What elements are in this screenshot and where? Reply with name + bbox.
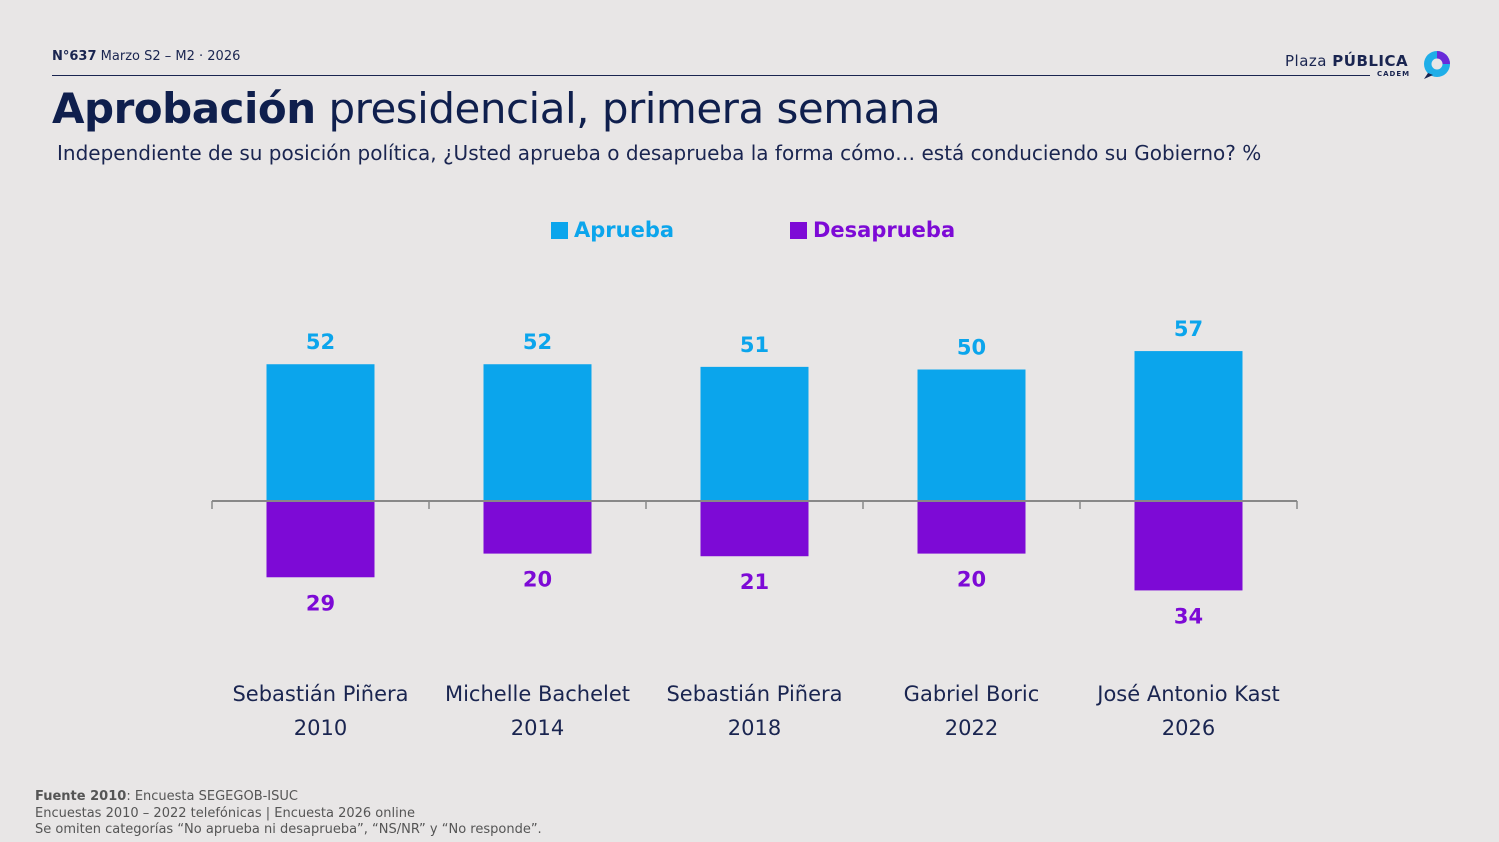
logo-light-text: Plaza xyxy=(1285,52,1327,70)
title-rest: presidencial, primera semana xyxy=(315,84,941,133)
category-label-name: Gabriel Boric xyxy=(904,682,1040,706)
bar-aprueba xyxy=(1134,351,1243,501)
data-label-aprueba: 50 xyxy=(957,336,986,360)
bar-desaprueba xyxy=(483,501,592,554)
bar-aprueba xyxy=(700,366,809,501)
bar-desaprueba xyxy=(266,501,375,578)
survey-question: Independiente de su posición política, ¿… xyxy=(57,141,1262,165)
footer-source: Fuente 2010: Encuesta SEGEGOB-ISUC xyxy=(35,789,298,804)
legend-swatch-desaprueba xyxy=(790,221,807,239)
page-title: Aprobación presidencial, primera semana xyxy=(52,84,941,133)
data-label-desaprueba: 29 xyxy=(306,591,335,615)
category-label-year: 2026 xyxy=(1162,716,1215,740)
title-bold: Aprobación xyxy=(52,84,316,133)
report-period: Marzo S2 – M2 · 2026 xyxy=(100,49,241,64)
bar-desaprueba xyxy=(1134,501,1243,591)
speech-bubble-logo-icon xyxy=(1424,51,1450,79)
category-label-year: 2018 xyxy=(728,716,781,740)
data-label-desaprueba: 20 xyxy=(957,568,986,592)
legend-label-desaprueba: Desaprueba xyxy=(813,218,956,242)
data-label-aprueba: 52 xyxy=(306,330,335,354)
report-meta: N°637 Marzo S2 – M2 · 2026 xyxy=(52,49,240,64)
data-label-aprueba: 51 xyxy=(740,333,769,357)
logo-sub-text: CADEM xyxy=(1377,70,1411,78)
category-label-year: 2014 xyxy=(511,716,564,740)
header-divider xyxy=(52,75,1370,76)
issue-number: N°637 xyxy=(52,49,97,64)
plaza-publica-logo: Plaza PÚBLICA CADEM xyxy=(1285,48,1455,84)
bar-aprueba xyxy=(266,364,375,501)
footer-notes: Fuente 2010: Encuesta SEGEGOB-ISUC Encue… xyxy=(35,789,542,839)
legend-label-aprueba: Aprueba xyxy=(574,218,675,242)
legend-swatch-aprueba xyxy=(551,221,568,239)
footer-omitted-note: Se omiten categorías “No aprueba ni desa… xyxy=(35,822,542,837)
bar-aprueba xyxy=(483,364,592,501)
bar-aprueba xyxy=(917,369,1026,501)
logo-bold-text: PÚBLICA xyxy=(1332,52,1409,70)
legend-item-desaprueba: Desaprueba xyxy=(790,218,955,242)
data-label-aprueba: 52 xyxy=(523,330,552,354)
category-label-name: Sebastián Piñera xyxy=(232,682,408,706)
legend-item-aprueba: Aprueba xyxy=(551,218,674,242)
bar-desaprueba xyxy=(917,501,1026,554)
category-label-year: 2010 xyxy=(294,716,347,740)
data-label-aprueba: 57 xyxy=(1174,317,1203,341)
category-label-name: Sebastián Piñera xyxy=(666,682,842,706)
data-label-desaprueba: 21 xyxy=(740,570,769,594)
footer-methodology: Encuestas 2010 – 2022 telefónicas | Encu… xyxy=(35,805,415,821)
category-label-name: José Antonio Kast xyxy=(1095,682,1279,706)
category-label-name: Michelle Bachelet xyxy=(445,682,630,706)
data-label-desaprueba: 34 xyxy=(1174,604,1203,628)
bar-desaprueba xyxy=(700,501,809,557)
data-label-desaprueba: 20 xyxy=(523,568,552,592)
category-label-year: 2022 xyxy=(945,716,998,740)
